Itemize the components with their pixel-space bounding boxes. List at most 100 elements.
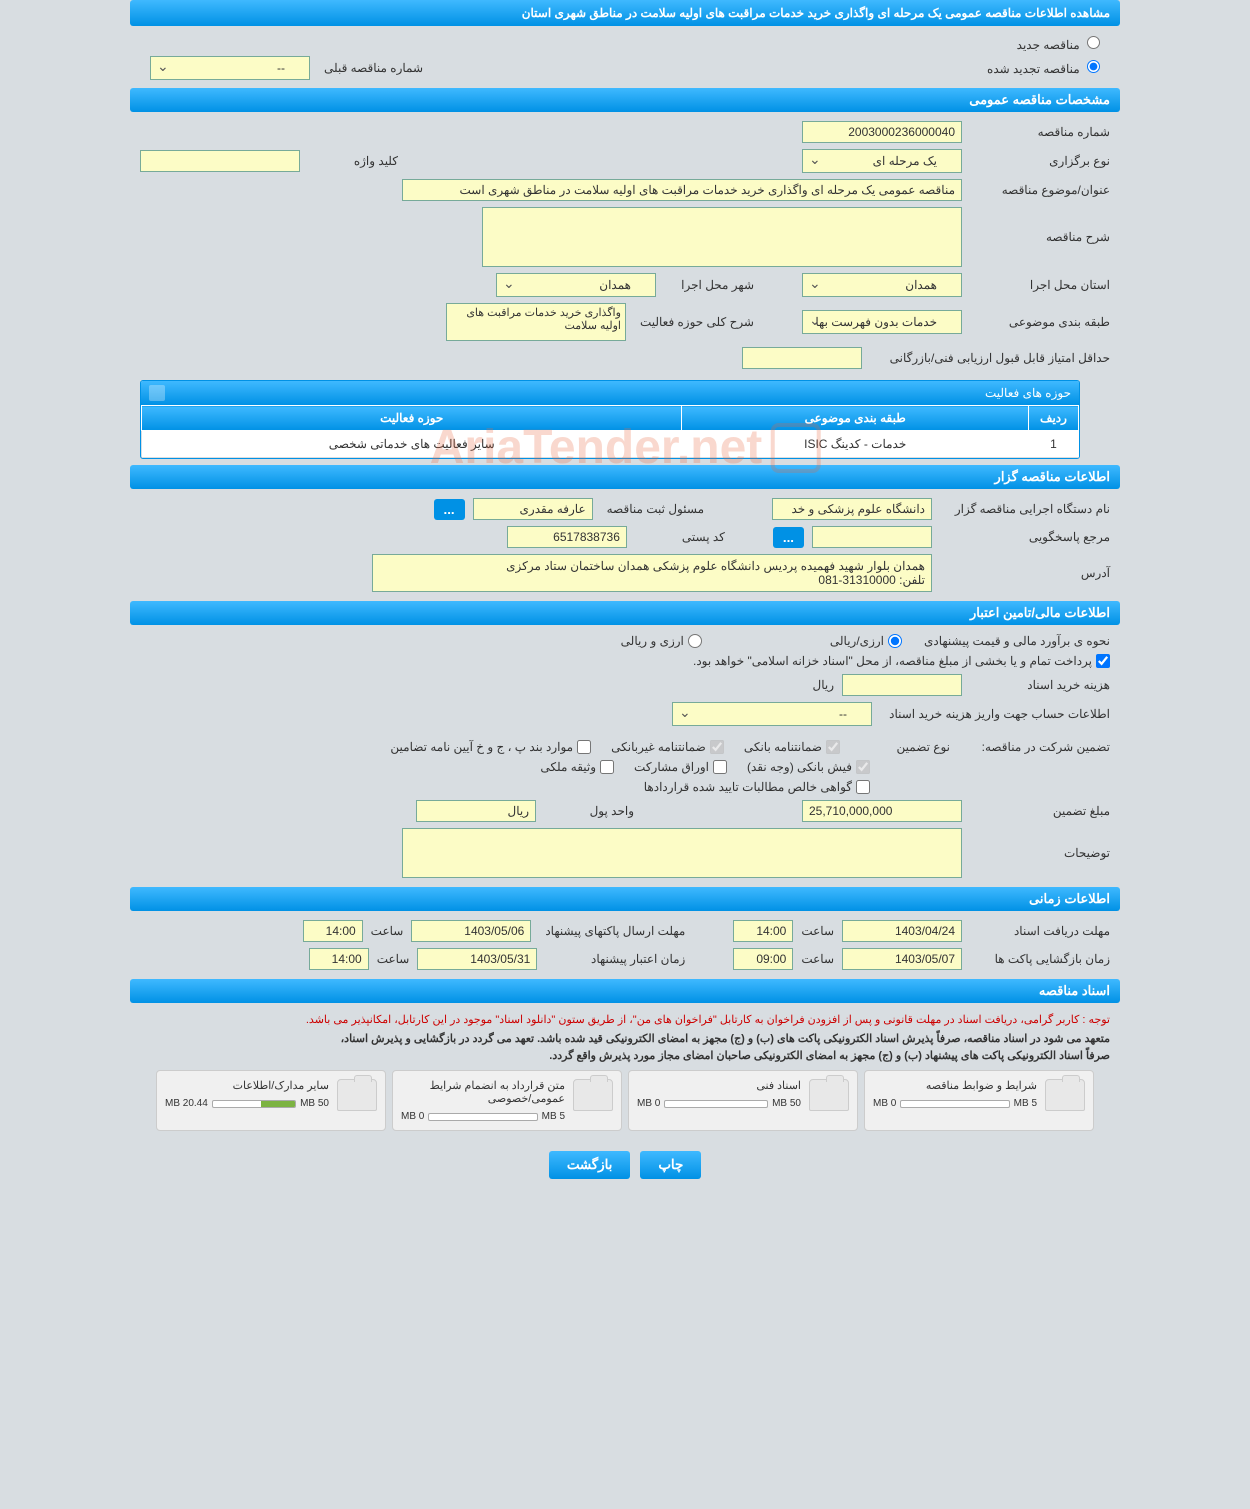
folder-icon — [1045, 1079, 1085, 1111]
valid-label: زمان اعتبار پیشنهاد — [545, 952, 685, 966]
radio-renewed[interactable] — [1087, 60, 1100, 73]
col-scope: حوزه فعالیت — [142, 406, 682, 431]
category-label: طبقه بندی موضوعی — [970, 315, 1110, 329]
chk-treasury[interactable] — [1096, 654, 1110, 668]
print-button[interactable]: چاپ — [640, 1151, 701, 1179]
doc-tile[interactable]: سایر مدارک/اطلاعات 50 MB 20.44 MB — [156, 1070, 386, 1131]
amount-label: مبلغ تضمین — [970, 804, 1110, 818]
docs-note-2: صرفاً اسناد الکترونیکی پاکت های پیشنهاد … — [130, 1047, 1120, 1064]
money-unit-label: واحد پول — [544, 804, 634, 818]
doc-title: متن قرارداد به انضمام شرایط عمومی/خصوصی — [401, 1079, 565, 1105]
chk-bylaw[interactable] — [577, 740, 591, 754]
province-select[interactable]: همدان — [802, 273, 962, 297]
min-score-label: حداقل امتیاز قابل قبول ارزیابی فنی/بازرگ… — [870, 351, 1110, 365]
collapse-icon[interactable] — [149, 385, 165, 401]
unit-rial: ریال — [812, 678, 834, 692]
min-score-field[interactable] — [742, 347, 862, 369]
radio-rial[interactable] — [888, 634, 902, 648]
doc-cost-field[interactable] — [842, 674, 962, 696]
activities-panel: حوزه های فعالیت ردیف طبقه بندی موضوعی حو… — [140, 380, 1080, 459]
desc-label: شرح مناقصه — [970, 230, 1110, 244]
doc-used: 0 MB — [401, 1111, 424, 1122]
keyword-field[interactable] — [140, 150, 300, 172]
activities-title: حوزه های فعالیت — [985, 386, 1071, 400]
contact-field[interactable] — [812, 526, 932, 548]
contact-label: مرجع پاسخگویی — [940, 530, 1110, 544]
money-unit-field: ریال — [416, 800, 536, 822]
doc-tile[interactable]: متن قرارداد به انضمام شرایط عمومی/خصوصی … — [392, 1070, 622, 1131]
guarantee-label: تضمین شرکت در مناقصه: — [970, 740, 1110, 754]
account-label: اطلاعات حساب جهت واریز هزینه خرید اسناد — [880, 707, 1110, 721]
guarantee-type-label: نوع تضمین — [860, 740, 950, 754]
table-row: 1 خدمات - کدینگ ISIC سایر فعالیت های خدم… — [142, 431, 1079, 458]
number-field: 2003000236000040 — [802, 121, 962, 143]
doc-tile[interactable]: شرایط و ضوابط مناقصه 5 MB 0 MB — [864, 1070, 1094, 1131]
address-label: آدرس — [940, 566, 1110, 580]
receive-time: 14:00 — [733, 920, 793, 942]
time-label-3: ساعت — [801, 952, 834, 966]
progress-bar — [428, 1113, 537, 1121]
cell-scope: سایر فعالیت های خدماتی شخصی — [142, 431, 682, 458]
activities-table: ردیف طبقه بندی موضوعی حوزه فعالیت 1 خدما… — [141, 405, 1079, 458]
doc-title: اسناد فنی — [637, 1079, 801, 1092]
cell-cat: خدمات - کدینگ ISIC — [682, 431, 1029, 458]
lbl-cash: فیش بانکی (وجه نقد) — [747, 760, 852, 774]
account-select[interactable]: -- — [672, 702, 872, 726]
back-button[interactable]: بازگشت — [549, 1151, 631, 1179]
amount-field: 25,710,000,000 — [802, 800, 962, 822]
lbl-nonbank: ضمانتنامه غیربانکی — [611, 740, 706, 754]
notes-textarea[interactable] — [402, 828, 962, 878]
doc-tile[interactable]: اسناد فنی 50 MB 0 MB — [628, 1070, 858, 1131]
time-label-1: ساعت — [801, 924, 834, 938]
city-select[interactable]: همدان — [496, 273, 656, 297]
cell-n: 1 — [1029, 431, 1079, 458]
folder-icon — [337, 1079, 377, 1111]
section-general: مشخصات مناقصه عمومی — [130, 88, 1120, 112]
payment-note: پرداخت تمام و یا بخشی از مبلغ مناقصه، از… — [693, 654, 1092, 668]
col-category: طبقه بندی موضوعی — [682, 406, 1029, 431]
chk-cash — [856, 760, 870, 774]
reg-lookup-button[interactable]: ... — [434, 499, 465, 520]
number-label: شماره مناقصه — [970, 125, 1110, 139]
chk-property[interactable] — [600, 760, 614, 774]
lbl-bylaw: موارد بند پ ، ج و خ آیین نامه تضامین — [390, 740, 573, 754]
progress-bar — [900, 1100, 1009, 1108]
open-time: 09:00 — [733, 948, 793, 970]
radio-new[interactable] — [1087, 36, 1100, 49]
notes-label: توضیحات — [970, 846, 1110, 860]
time-label-4: ساعت — [377, 952, 410, 966]
contact-lookup-button[interactable]: ... — [773, 527, 804, 548]
scope-multiselect[interactable]: واگذاری خرید خدمات مراقبت های اولیه سلام… — [446, 303, 626, 341]
valid-time: 14:00 — [309, 948, 369, 970]
chk-securities[interactable] — [713, 760, 727, 774]
chk-bank — [826, 740, 840, 754]
doc-max: 5 MB — [542, 1111, 565, 1122]
receive-date: 1403/04/24 — [842, 920, 962, 942]
radio-both[interactable] — [688, 634, 702, 648]
category-select[interactable]: خدمات بدون فهرست بها — [802, 310, 962, 334]
section-financial: اطلاعات مالی/تامین اعتبار — [130, 601, 1120, 625]
doc-max: 50 MB — [772, 1098, 801, 1109]
open-date: 1403/05/07 — [842, 948, 962, 970]
doc-max: 50 MB — [300, 1098, 329, 1109]
type-select[interactable]: یک مرحله ای — [802, 149, 962, 173]
section-docs: اسناد مناقصه — [130, 979, 1120, 1003]
receive-label: مهلت دریافت اسناد — [970, 924, 1110, 938]
radio-renewed-label: مناقصه تجدید شده — [987, 62, 1080, 76]
open-label: زمان بازگشایی پاکت ها — [970, 952, 1110, 966]
prev-number-select[interactable]: -- — [150, 56, 310, 80]
page-title: مشاهده اطلاعات مناقصه عمومی یک مرحله ای … — [130, 0, 1120, 26]
col-row: ردیف — [1029, 406, 1079, 431]
postal-label: کد پستی — [635, 530, 725, 544]
desc-textarea[interactable] — [482, 207, 962, 267]
prev-number-label: شماره مناقصه قبلی — [318, 61, 423, 75]
scope-label: شرح کلی حوزه فعالیت — [634, 315, 754, 329]
send-time: 14:00 — [303, 920, 363, 942]
chk-cert[interactable] — [856, 780, 870, 794]
docs-warning: توجه : کاربر گرامی، دریافت اسناد در مهلت… — [130, 1009, 1120, 1030]
subject-field[interactable]: مناقصه عمومی یک مرحله ای واگذاری خرید خد… — [402, 179, 962, 201]
doc-used: 0 MB — [873, 1098, 896, 1109]
reg-field: عارفه مقدری — [473, 498, 593, 520]
folder-icon — [809, 1079, 849, 1111]
est-label: نحوه ی برآورد مالی و قیمت پیشنهادی — [910, 634, 1110, 648]
